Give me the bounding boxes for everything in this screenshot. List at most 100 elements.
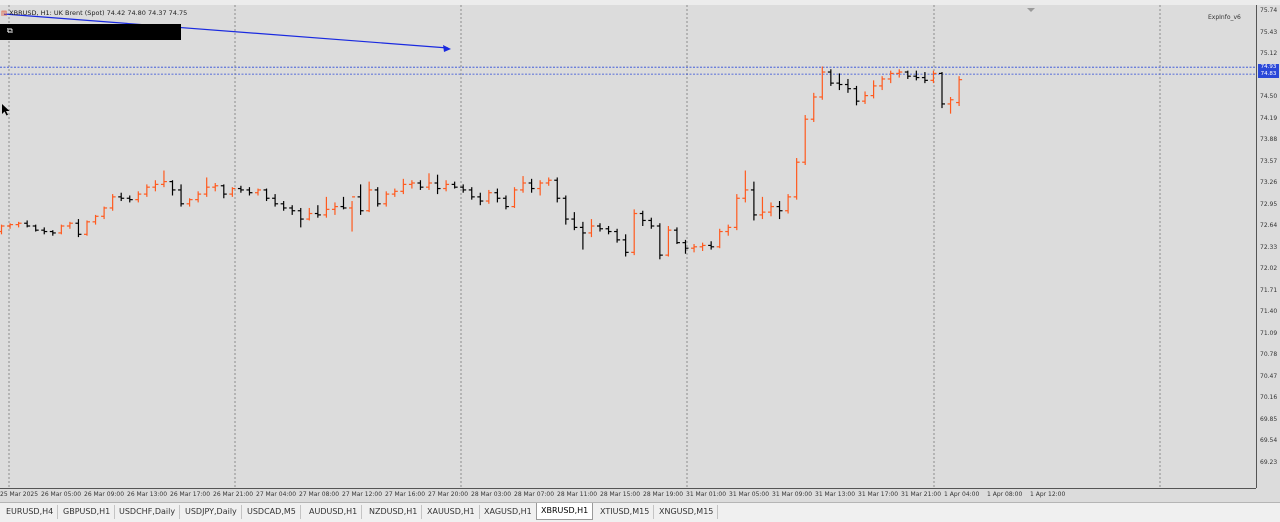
- time-tick-label: 26 Mar 17:00: [170, 491, 211, 498]
- ohlc-bar: [366, 181, 373, 213]
- ohlc-bar: [656, 223, 663, 260]
- time-tick-label: 1 Apr 04:00: [944, 491, 980, 498]
- ohlc-bar: [750, 181, 757, 221]
- chart-tabs-bar: EURUSD,H4 GBPUSD,H1 USDCHF,Daily USDJPY,Dai…: [0, 502, 1280, 522]
- price-tick-label: 72.02: [1260, 265, 1278, 272]
- ohlc-bar: [844, 78, 851, 93]
- chart-tab[interactable]: USDCAD,M5: [243, 505, 301, 519]
- ohlc-bar: [49, 230, 56, 236]
- ohlc-bar: [460, 184, 467, 193]
- ohlc-bar: [178, 184, 185, 207]
- chart-title-ohlc: 74.42 74.80 74.37 74.75: [106, 9, 188, 17]
- chart-tab[interactable]: XTIUSD,M15: [596, 505, 655, 519]
- chart-tab[interactable]: XAUUSD,H1: [423, 505, 480, 519]
- ohlc-bar: [451, 181, 458, 189]
- ohlc-bar: [733, 194, 740, 231]
- ohlc-bar: [135, 191, 142, 203]
- ohlc-bar: [947, 97, 954, 114]
- time-tick-label: 28 Mar 11:00: [557, 491, 598, 498]
- time-tick-label: 1 Apr 08:00: [987, 491, 1023, 498]
- ohlc-bar: [426, 173, 432, 190]
- ohlc-bar: [220, 184, 227, 199]
- ohlc-bar: [195, 191, 202, 203]
- chart-tab[interactable]: GBPUSD,H1: [59, 505, 116, 519]
- ohlc-bar: [323, 196, 330, 218]
- ohlc-bar: [485, 189, 492, 204]
- ohlc-bar: [468, 187, 475, 200]
- ohlc-bar: [357, 184, 364, 215]
- ohlc-bar: [434, 174, 441, 195]
- one-click-trading-panel[interactable]: ⧉: [0, 24, 181, 40]
- ohlc-bar: [716, 228, 723, 249]
- ohlc-bar: [340, 196, 347, 210]
- chart-tab[interactable]: XAGUSD,H1: [480, 505, 537, 519]
- time-tick-label: 28 Mar 15:00: [600, 491, 641, 498]
- ohlc-bar: [956, 76, 963, 107]
- price-tick-label: 72.95: [1260, 200, 1278, 208]
- ohlc-bar: [118, 192, 125, 202]
- ohlc-bar: [785, 194, 792, 214]
- ohlc-bar: [280, 201, 287, 211]
- ohlc-bar: [870, 80, 877, 99]
- ohlc-bar: [554, 177, 561, 203]
- price-tick-label: 70.47: [1260, 372, 1278, 380]
- scroll-marker-icon: [1027, 8, 1035, 12]
- chart-title-symbol: XBRUSD, H1:: [9, 9, 52, 17]
- ohlc-bar: [853, 85, 860, 106]
- time-tick-label: 26 Mar 05:00: [41, 491, 82, 498]
- ohlc-bar: [314, 205, 321, 218]
- chart-tab[interactable]: AUDUSD,H1: [305, 505, 363, 519]
- price-tick-label: 73.88: [1260, 136, 1278, 143]
- price-tag: 74.83: [1258, 70, 1279, 78]
- ohlc-bar: [836, 73, 843, 91]
- ohlc-bar: [255, 188, 261, 196]
- indicator-label: ExpInfo_v6: [1208, 14, 1241, 21]
- trendline-arrow[interactable]: [3, 13, 449, 49]
- ohlc-bar: [827, 69, 834, 86]
- ohlc-bar: [84, 220, 90, 236]
- ohlc-bar: [41, 227, 48, 235]
- ohlc-bar: [537, 180, 544, 196]
- ohlc-bar: [349, 196, 356, 232]
- ohlc-bar: [109, 194, 116, 211]
- time-tick-label: 1 Apr 12:00: [1030, 491, 1066, 498]
- ohlc-bar: [793, 158, 800, 200]
- time-tick-label: 25 Mar 2025: [0, 491, 39, 498]
- price-tick-label: 73.57: [1260, 157, 1278, 165]
- price-axis[interactable]: 75.7475.4375.1274.8174.5074.1973.8873.57…: [1256, 5, 1280, 488]
- chart-tab[interactable]: XNGUSD,M15: [655, 505, 719, 519]
- ohlc-bar: [374, 187, 381, 207]
- ohlc-bar: [186, 198, 193, 207]
- chart-tab[interactable]: EURUSD,H4: [2, 505, 59, 519]
- time-tick-label: 31 Mar 05:00: [729, 491, 770, 498]
- chart-symbol-icon: ▤: [1, 9, 8, 17]
- chart-tab[interactable]: XBRUSD,H1: [536, 503, 594, 520]
- panel-restore-icon[interactable]: ⧉: [7, 26, 13, 35]
- price-tick-label: 71.09: [1260, 329, 1278, 337]
- ohlc-bar: [691, 244, 698, 253]
- chart-tab[interactable]: NZDUSD,H1: [365, 505, 423, 519]
- price-tick-label: 74.50: [1260, 93, 1278, 100]
- ohlc-bar: [24, 220, 31, 228]
- time-axis[interactable]: 25 Mar 2025 26 Mar 05:00 26 Mar 09:00 26 Ma…: [0, 488, 1256, 503]
- price-tick-label: 75.12: [1260, 50, 1278, 57]
- ohlc-bar: [443, 180, 450, 192]
- price-chart[interactable]: [0, 5, 1256, 488]
- time-tick-label: 28 Mar 07:00: [514, 491, 555, 498]
- ohlc-bar: [682, 239, 689, 254]
- mouse-pointer-icon: [2, 104, 10, 116]
- price-tick-label: 69.85: [1260, 415, 1278, 423]
- price-tick-label: 69.23: [1260, 458, 1278, 466]
- time-tick-label: 26 Mar 13:00: [127, 491, 168, 498]
- chart-tab[interactable]: USDCHF,Daily: [115, 505, 181, 519]
- chart-tab[interactable]: USDJPY,Daily: [181, 505, 242, 519]
- chart-area[interactable]: ▤ XBRUSD, H1: UK Brent (Spot) 74.42 74.80…: [0, 5, 1256, 488]
- ohlc-bar: [417, 180, 424, 190]
- ohlc-bar: [477, 192, 484, 206]
- ohlc-bar: [15, 221, 22, 228]
- ohlc-bar: [229, 187, 236, 197]
- ohlc-bar: [0, 224, 5, 235]
- ohlc-bar: [776, 201, 783, 220]
- ohlc-bar: [263, 188, 270, 202]
- ohlc-bar: [306, 207, 313, 221]
